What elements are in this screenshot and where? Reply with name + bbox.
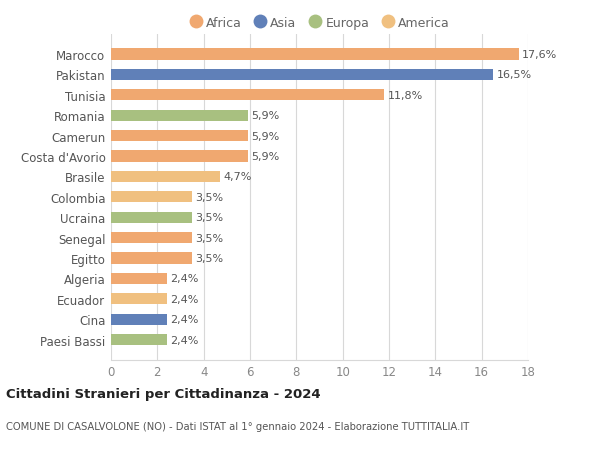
Bar [111, 233, 192, 244]
Text: 3,5%: 3,5% [196, 192, 224, 202]
Text: 4,7%: 4,7% [223, 172, 252, 182]
Text: 2,4%: 2,4% [170, 314, 199, 325]
Bar [111, 70, 493, 81]
Text: 2,4%: 2,4% [170, 294, 199, 304]
Text: 3,5%: 3,5% [196, 233, 224, 243]
Text: 16,5%: 16,5% [497, 70, 532, 80]
Text: 5,9%: 5,9% [251, 151, 280, 162]
Bar [111, 171, 220, 183]
Bar [111, 212, 192, 224]
Text: 3,5%: 3,5% [196, 253, 224, 263]
Bar [111, 294, 167, 305]
Bar [111, 151, 248, 162]
Bar [111, 253, 192, 264]
Text: 3,5%: 3,5% [196, 213, 224, 223]
Text: 11,8%: 11,8% [388, 90, 423, 101]
Bar [111, 131, 248, 142]
Text: Cittadini Stranieri per Cittadinanza - 2024: Cittadini Stranieri per Cittadinanza - 2… [6, 387, 320, 400]
Text: COMUNE DI CASALVOLONE (NO) - Dati ISTAT al 1° gennaio 2024 - Elaborazione TUTTIT: COMUNE DI CASALVOLONE (NO) - Dati ISTAT … [6, 421, 469, 431]
Bar [111, 334, 167, 346]
Bar [111, 192, 192, 203]
Text: 5,9%: 5,9% [251, 111, 280, 121]
Text: 17,6%: 17,6% [522, 50, 557, 60]
Bar [111, 49, 519, 61]
Bar [111, 110, 248, 122]
Legend: Africa, Asia, Europa, America: Africa, Asia, Europa, America [185, 13, 454, 34]
Bar [111, 273, 167, 285]
Text: 2,4%: 2,4% [170, 274, 199, 284]
Bar [111, 90, 385, 101]
Text: 2,4%: 2,4% [170, 335, 199, 345]
Bar [111, 314, 167, 325]
Text: 5,9%: 5,9% [251, 131, 280, 141]
